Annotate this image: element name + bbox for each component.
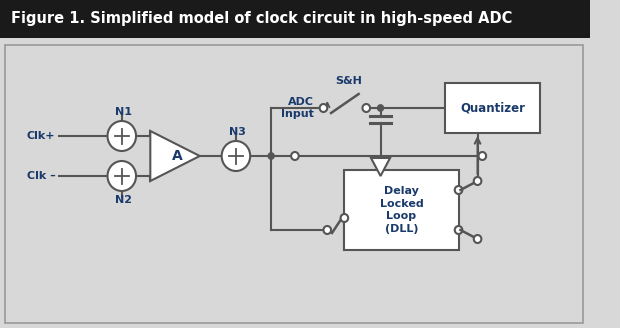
FancyBboxPatch shape <box>344 170 459 250</box>
Circle shape <box>363 104 370 112</box>
Circle shape <box>454 186 463 194</box>
Text: ADC
Input: ADC Input <box>281 97 314 119</box>
Circle shape <box>320 104 327 112</box>
Circle shape <box>474 177 481 185</box>
Polygon shape <box>371 158 390 176</box>
Text: N1: N1 <box>115 107 132 117</box>
Circle shape <box>479 152 486 160</box>
Text: Clk+: Clk+ <box>27 131 55 141</box>
Circle shape <box>377 105 384 112</box>
Circle shape <box>291 152 299 160</box>
FancyBboxPatch shape <box>0 0 590 38</box>
FancyBboxPatch shape <box>445 83 541 133</box>
Circle shape <box>474 235 481 243</box>
Text: Quantizer: Quantizer <box>460 101 525 114</box>
Text: A: A <box>172 149 182 163</box>
FancyBboxPatch shape <box>5 45 583 323</box>
Text: Figure 1. Simplified model of clock circuit in high-speed ADC: Figure 1. Simplified model of clock circ… <box>11 11 513 27</box>
Text: Clk –: Clk – <box>27 171 55 181</box>
Circle shape <box>222 141 250 171</box>
Text: Delay
Locked
Loop
(DLL): Delay Locked Loop (DLL) <box>379 186 423 234</box>
Circle shape <box>107 121 136 151</box>
Circle shape <box>268 153 275 159</box>
Circle shape <box>454 226 463 234</box>
Text: S&H: S&H <box>335 76 363 86</box>
Circle shape <box>107 161 136 191</box>
Circle shape <box>340 214 348 222</box>
Circle shape <box>324 226 331 234</box>
Text: N3: N3 <box>229 127 246 137</box>
Text: N2: N2 <box>115 195 132 205</box>
Polygon shape <box>150 131 200 181</box>
